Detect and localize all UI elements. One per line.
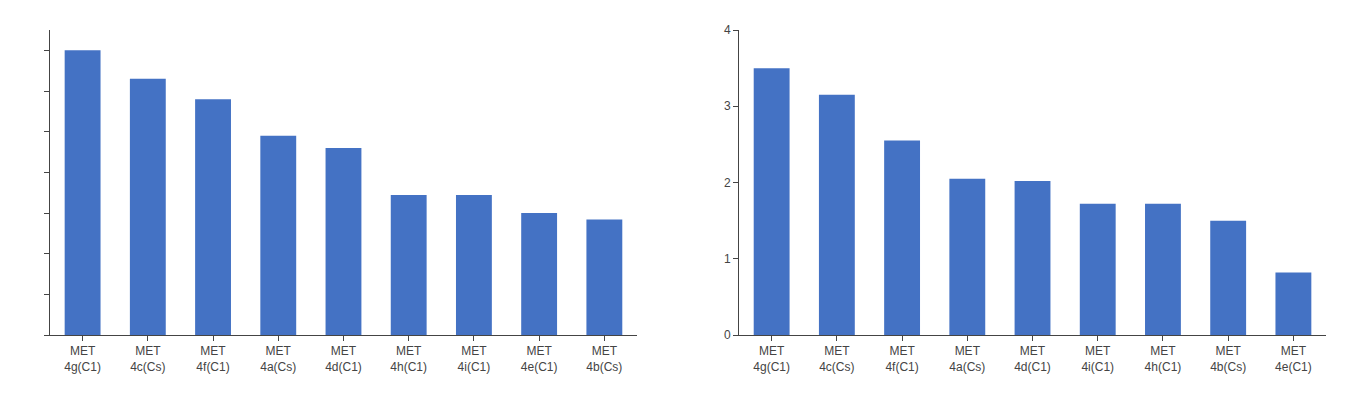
svg-text:MET4c(Cs): MET4c(Cs) — [819, 344, 854, 374]
svg-text:MET4h(C1): MET4h(C1) — [390, 344, 427, 374]
svg-text:MET4c(Cs): MET4c(Cs) — [130, 344, 165, 374]
svg-text:MET4f(C1): MET4f(C1) — [885, 344, 918, 374]
svg-text:1: 1 — [724, 252, 731, 266]
svg-text:0: 0 — [724, 328, 731, 342]
svg-text:MET4g(C1): MET4g(C1) — [753, 344, 790, 374]
svg-text:MET4e(C1): MET4e(C1) — [521, 344, 558, 374]
svg-text:MET4i(C1): MET4i(C1) — [458, 344, 491, 374]
svg-text:MET4i(C1): MET4i(C1) — [1081, 344, 1114, 374]
svg-text:MET4g(C1): MET4g(C1) — [64, 344, 101, 374]
svg-text:MET4d(C1): MET4d(C1) — [1014, 344, 1051, 374]
svg-text:MET4a(Cs): MET4a(Cs) — [260, 344, 296, 374]
svg-text:3: 3 — [724, 99, 731, 113]
svg-text:MET4b(Cs): MET4b(Cs) — [586, 344, 622, 374]
svg-text:MET4h(C1): MET4h(C1) — [1145, 344, 1182, 374]
svg-text:MET4a(Cs): MET4a(Cs) — [949, 344, 985, 374]
svg-text:MET4d(C1): MET4d(C1) — [325, 344, 362, 374]
svg-text:MET4f(C1): MET4f(C1) — [196, 344, 229, 374]
svg-text:MET4b(Cs): MET4b(Cs) — [1210, 344, 1246, 374]
svg-text:2: 2 — [724, 176, 731, 190]
svg-text:MET4e(C1): MET4e(C1) — [1275, 344, 1312, 374]
svg-text:4: 4 — [724, 23, 731, 37]
